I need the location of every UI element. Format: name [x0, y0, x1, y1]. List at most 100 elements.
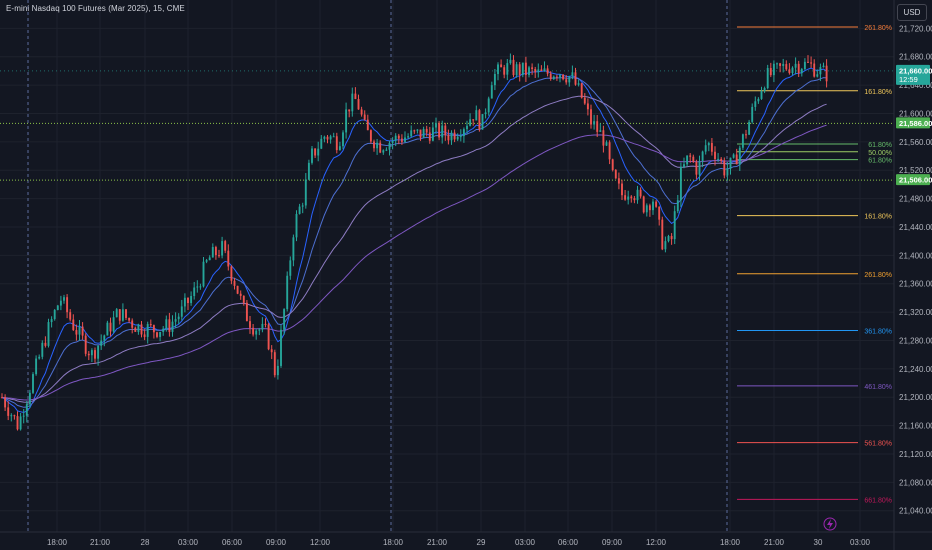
candle-body — [286, 275, 289, 310]
candle-body — [444, 125, 447, 136]
candle-body — [131, 320, 134, 328]
y-tick-label: 21,720.00 — [899, 24, 932, 33]
candle-body — [614, 169, 617, 179]
fib-level-label: 561.80% — [864, 441, 892, 448]
candle-body — [106, 322, 109, 336]
candle-body — [732, 154, 735, 158]
price-marker — [896, 117, 930, 129]
candle-body — [320, 138, 323, 149]
candle-body — [230, 266, 233, 281]
y-tick-label: 21,600.00 — [899, 109, 932, 118]
candle-body — [419, 129, 422, 138]
candle-body — [497, 64, 499, 75]
candle-body — [125, 309, 127, 318]
candle-body — [642, 196, 645, 213]
candle-body — [317, 148, 320, 156]
time-axis: 18:00 21:00 28 03:00 06:00 09:00 12:00 18:00 21:… — [47, 538, 871, 547]
fib-level-label: 261.80% — [864, 272, 892, 279]
candle-body — [760, 91, 763, 99]
candle-body — [366, 119, 369, 131]
candle-body — [211, 247, 214, 258]
candle-body — [345, 109, 348, 133]
candle-body — [450, 132, 453, 141]
candle-body — [521, 62, 524, 75]
y-tick-label: 21,360.00 — [899, 280, 932, 289]
x-tick-label: 09:00 — [602, 538, 623, 547]
candle-body — [199, 286, 202, 288]
candle-body — [794, 63, 797, 68]
candle-body — [431, 127, 434, 141]
candle-body — [698, 161, 701, 175]
candle-body — [338, 146, 341, 151]
candle-body — [382, 150, 385, 153]
ema-long-line — [1, 124, 827, 401]
candle-body — [41, 342, 44, 357]
candle-body — [354, 93, 357, 99]
candle-body — [162, 328, 165, 333]
x-tick-label: 18:00 — [720, 538, 741, 547]
lightning-icon[interactable] — [823, 517, 837, 531]
candle-body — [128, 317, 131, 321]
candle-body — [90, 350, 93, 356]
candle-body — [617, 178, 620, 184]
candle-body — [810, 62, 813, 64]
candle-body — [208, 257, 211, 261]
candle-body — [568, 76, 571, 83]
currency-button[interactable]: USD — [897, 4, 927, 21]
x-tick-label: 18:00 — [47, 538, 68, 547]
candle-body — [475, 110, 478, 121]
candle-body — [351, 93, 354, 112]
candle-body — [565, 79, 568, 83]
candle-body — [751, 106, 754, 122]
candle-body — [28, 392, 31, 405]
candle-body — [391, 140, 394, 143]
candle-body — [227, 250, 230, 267]
candle-body — [484, 112, 487, 115]
candle-body — [146, 324, 149, 337]
candle-body — [183, 297, 186, 307]
candle-body — [233, 280, 236, 286]
candle-body — [379, 142, 382, 153]
candle-body — [19, 416, 22, 430]
y-tick-label: 21,200.00 — [899, 393, 932, 402]
candle-body — [822, 65, 825, 68]
candle-body — [648, 205, 651, 211]
candle-body — [683, 164, 685, 167]
candle-body — [78, 326, 81, 335]
price-marker-countdown: 12:59 — [899, 75, 918, 84]
candle-body — [518, 64, 521, 75]
candle-body — [97, 345, 100, 359]
candle-body — [56, 305, 59, 311]
candle-body — [692, 156, 695, 162]
candle-body — [149, 324, 152, 326]
candle-body — [630, 196, 633, 199]
chart-title: E-mini Nasdaq 100 Futures (Mar 2025), 15… — [6, 4, 185, 13]
horizontal-levels — [0, 70, 894, 181]
candle-body — [22, 415, 25, 417]
candle-body — [245, 302, 248, 322]
candle-body — [490, 85, 493, 99]
candle-body — [605, 142, 608, 146]
candle-body — [143, 334, 146, 337]
candle-body — [174, 319, 177, 322]
candle-body — [559, 74, 561, 78]
candle-body — [270, 349, 273, 353]
candle-body — [404, 137, 406, 142]
session-separators — [27, 0, 728, 532]
candle-body — [94, 350, 96, 359]
candle-body — [776, 63, 778, 65]
candle-body — [134, 327, 137, 332]
candle-body — [66, 297, 69, 313]
fib-level-label: 361.80% — [864, 329, 892, 336]
candle-body — [264, 323, 267, 325]
candle-body — [741, 134, 744, 148]
candle-body — [673, 211, 676, 240]
candle-body — [469, 119, 472, 126]
candle-body — [788, 69, 791, 74]
candle-body — [707, 143, 710, 146]
candle-body — [75, 330, 78, 335]
candle-body — [447, 135, 450, 141]
moving-averages — [1, 67, 827, 414]
candle-body — [25, 404, 28, 416]
